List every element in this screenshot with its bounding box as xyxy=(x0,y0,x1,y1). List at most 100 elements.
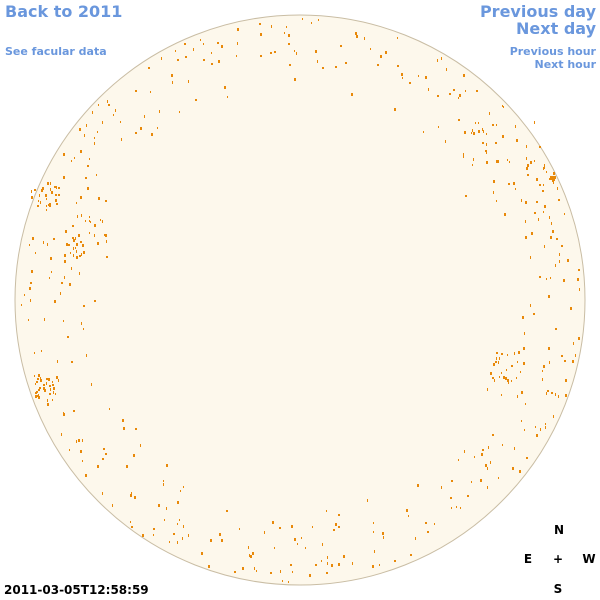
facular-link[interactable]: See facular data xyxy=(5,45,107,58)
facula xyxy=(173,533,175,535)
facula xyxy=(249,554,250,557)
facula xyxy=(546,392,547,395)
facula xyxy=(467,495,469,497)
previous-hour-link[interactable]: Previous hour xyxy=(509,45,596,58)
facula xyxy=(259,23,261,25)
facula xyxy=(544,164,545,167)
facula xyxy=(58,187,60,189)
facula xyxy=(203,43,204,45)
facula xyxy=(513,182,515,185)
facula xyxy=(57,360,58,363)
facula xyxy=(524,429,525,431)
facula xyxy=(543,168,544,170)
facula xyxy=(544,245,545,248)
facula xyxy=(514,352,515,355)
facula xyxy=(50,257,52,260)
facula xyxy=(51,271,52,273)
facula xyxy=(478,122,479,124)
facula xyxy=(441,486,442,489)
facula xyxy=(485,464,487,467)
solar-disk xyxy=(14,14,586,586)
facula xyxy=(482,128,483,131)
facula xyxy=(183,525,184,528)
facula xyxy=(352,562,353,565)
facula xyxy=(123,427,125,430)
facula xyxy=(487,388,488,391)
facula xyxy=(211,52,212,54)
facula xyxy=(579,288,580,291)
facula xyxy=(45,194,47,197)
facula xyxy=(552,179,553,182)
facula xyxy=(105,234,107,237)
facula xyxy=(294,538,296,541)
facula xyxy=(94,234,95,237)
facula xyxy=(326,510,327,512)
facula xyxy=(102,458,104,460)
facula xyxy=(131,492,132,494)
facula xyxy=(577,278,579,281)
facula xyxy=(288,34,290,37)
previous-day-link[interactable]: Previous day xyxy=(479,2,596,21)
facula xyxy=(540,428,541,431)
facula xyxy=(75,247,76,249)
facula xyxy=(428,88,429,91)
facula xyxy=(43,241,44,244)
facula xyxy=(131,526,133,528)
facula xyxy=(486,161,488,164)
facula xyxy=(516,377,517,379)
facula xyxy=(188,534,189,537)
facula xyxy=(86,124,87,127)
facula xyxy=(86,354,87,357)
facula xyxy=(506,369,507,371)
facula xyxy=(106,256,108,258)
back-link[interactable]: Back to 2011 xyxy=(5,2,123,21)
facula xyxy=(56,376,58,379)
facula xyxy=(555,264,556,267)
next-hour-link[interactable]: Next hour xyxy=(534,58,597,71)
facula xyxy=(418,75,419,77)
facula xyxy=(291,525,293,528)
facula xyxy=(575,354,576,357)
facula xyxy=(563,279,565,282)
facula xyxy=(445,140,446,143)
facula xyxy=(31,190,32,193)
facula xyxy=(505,377,507,380)
facula xyxy=(49,277,50,279)
facula xyxy=(126,465,128,468)
facula xyxy=(284,32,285,34)
facula xyxy=(71,160,72,162)
facula xyxy=(37,391,38,393)
facula xyxy=(406,509,408,512)
facula xyxy=(85,220,86,222)
facula xyxy=(50,393,51,395)
facula xyxy=(226,510,228,512)
facula xyxy=(512,467,514,470)
facula xyxy=(290,564,292,566)
facula xyxy=(507,379,509,382)
facula xyxy=(208,565,210,568)
facula xyxy=(69,449,70,451)
facula xyxy=(343,555,345,558)
facula xyxy=(286,26,287,28)
next-day-link[interactable]: Next day xyxy=(516,19,596,38)
facula xyxy=(39,194,40,197)
facula xyxy=(271,25,272,28)
facula xyxy=(64,254,66,257)
facula xyxy=(237,42,238,45)
facula xyxy=(377,64,379,66)
facula xyxy=(288,581,289,583)
facula xyxy=(270,52,272,54)
facula xyxy=(163,483,164,486)
facula xyxy=(74,157,75,159)
facula xyxy=(490,461,491,464)
facula xyxy=(326,572,328,574)
facula xyxy=(496,160,497,163)
facula xyxy=(73,410,75,412)
facula xyxy=(465,90,466,92)
facula xyxy=(71,267,72,270)
facula xyxy=(497,352,498,354)
facula xyxy=(159,110,160,113)
facula xyxy=(302,18,303,20)
facula xyxy=(515,125,516,128)
